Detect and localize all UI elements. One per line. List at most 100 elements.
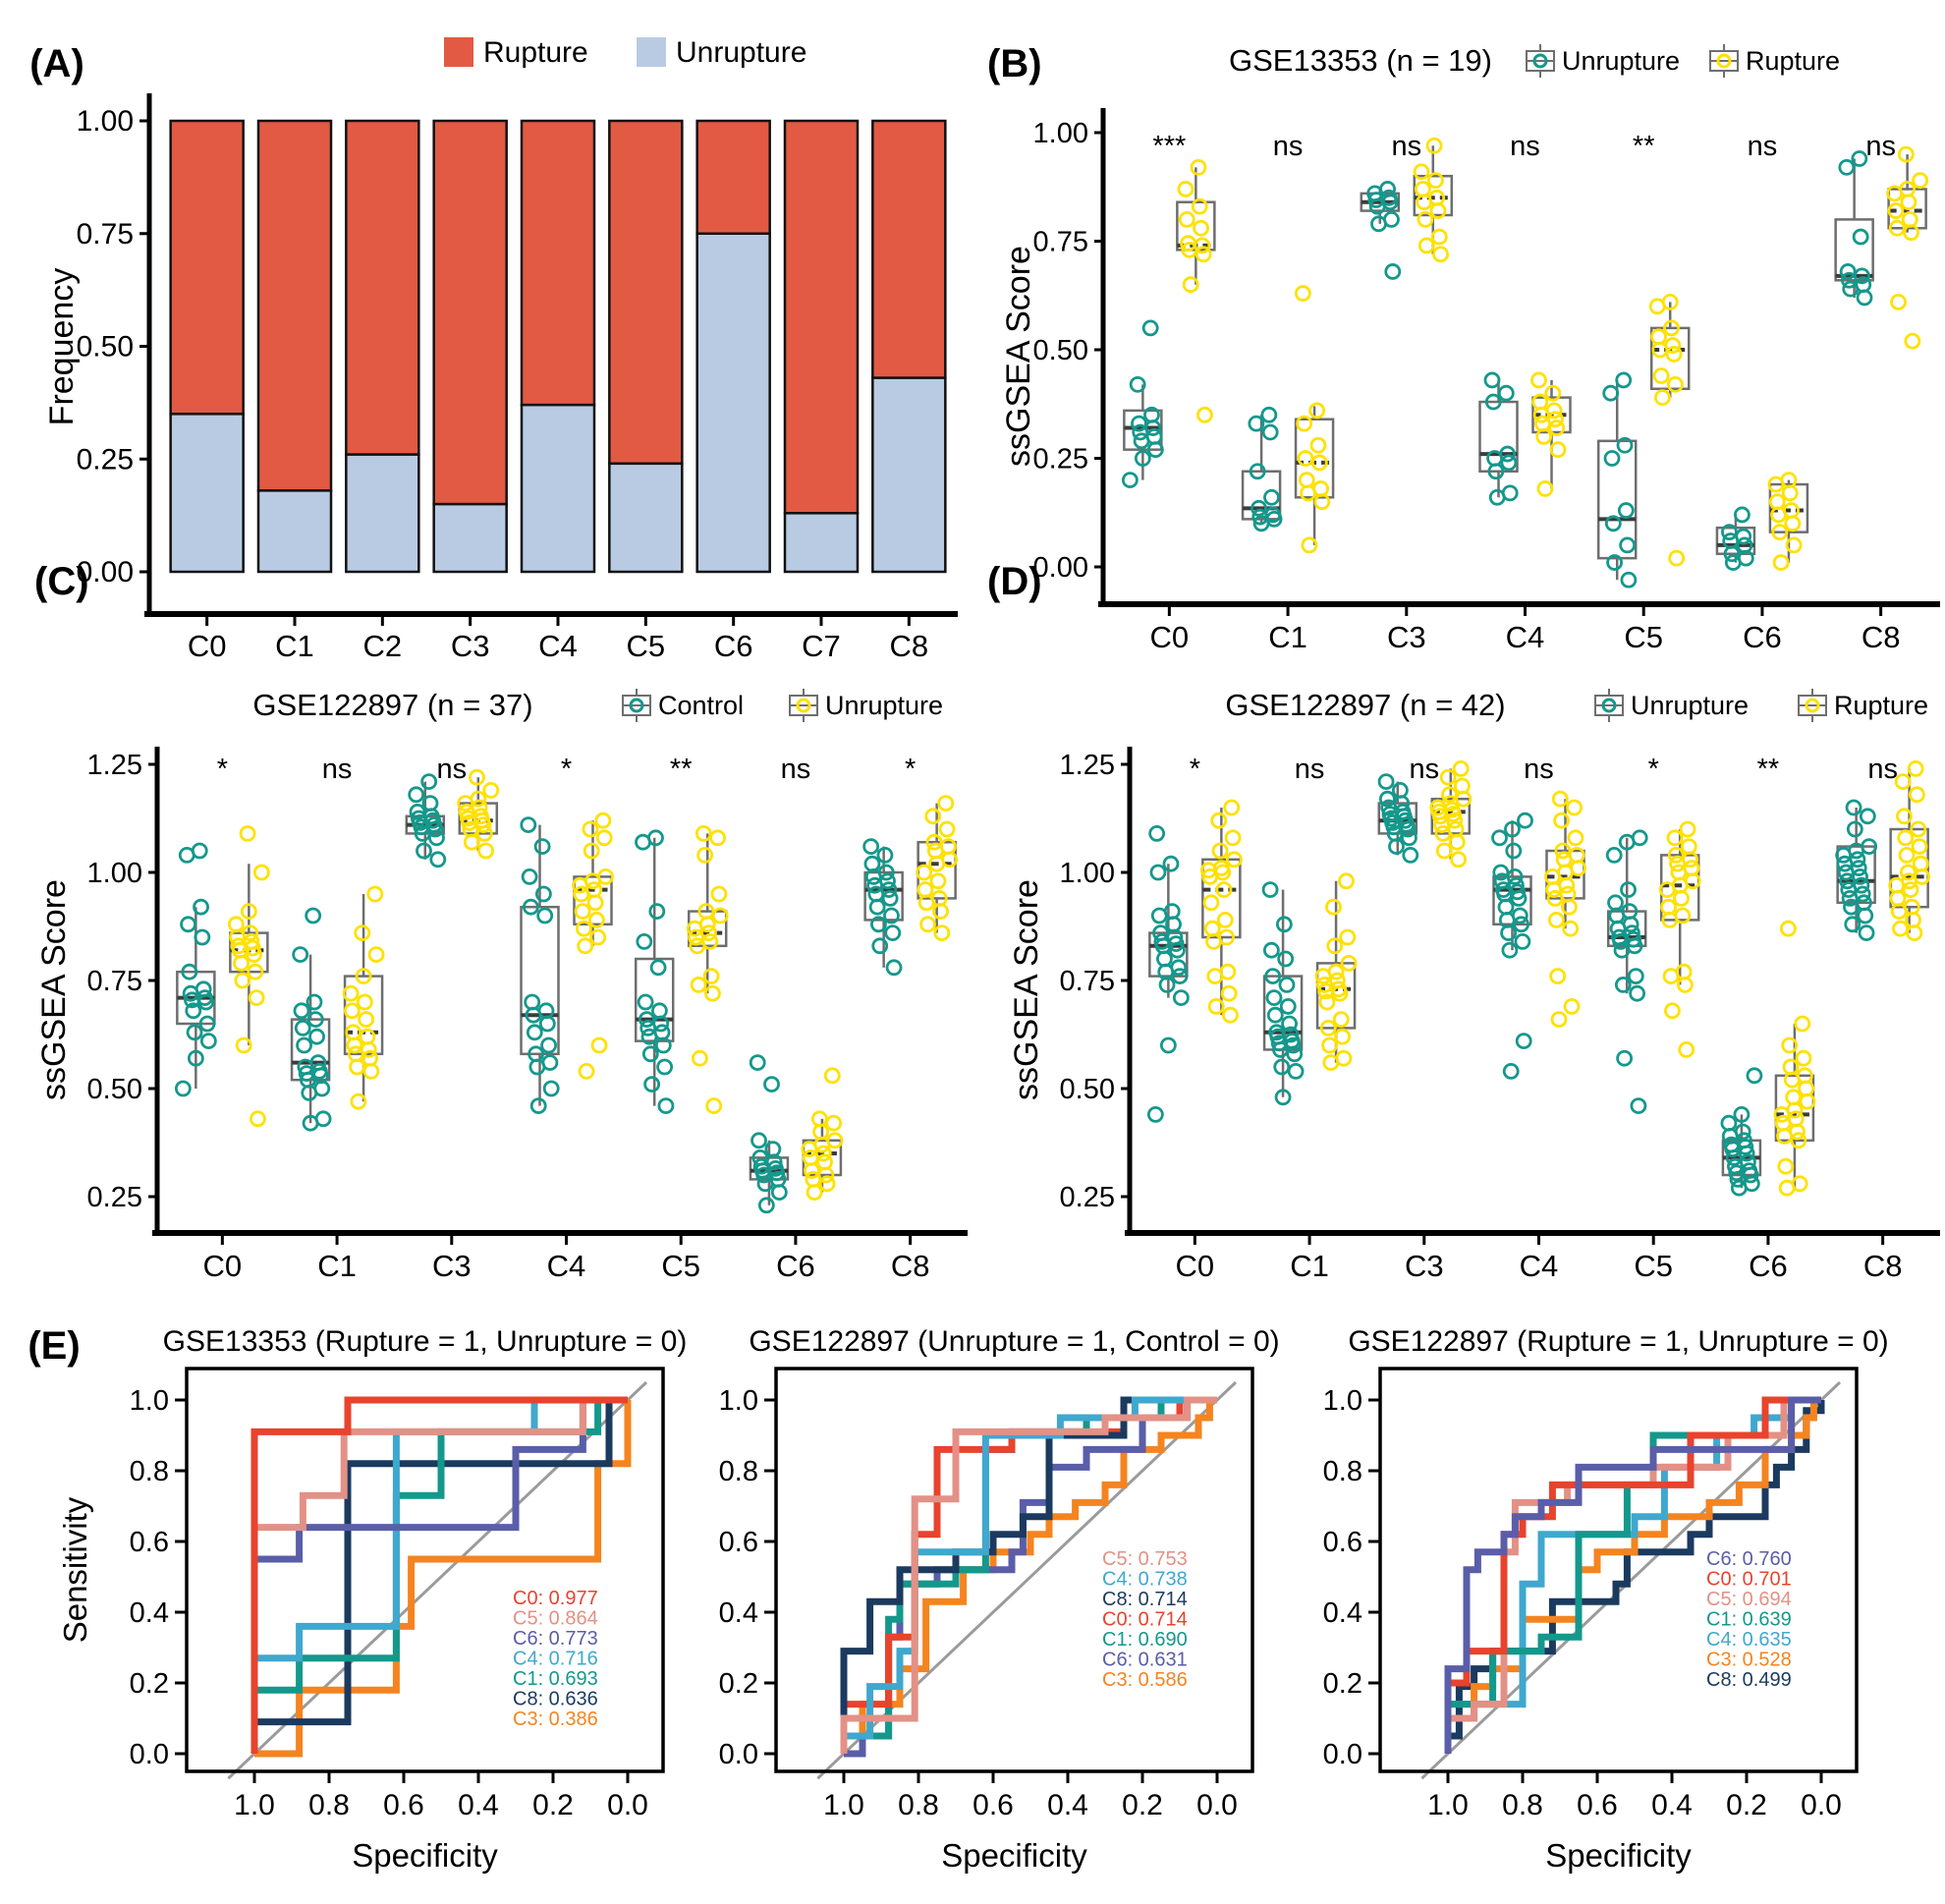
data-point — [1501, 941, 1519, 959]
panel-b-gse13353-boxplot: (B) GSE13353 (n = 19) Unrupture Rupture 1.00… — [972, 0, 1945, 678]
data-point — [1679, 820, 1696, 838]
data-point — [482, 781, 500, 799]
x-axis-title: Specificity — [941, 1837, 1087, 1874]
data-point — [252, 864, 270, 881]
data-point — [1497, 898, 1515, 916]
auc-legend-C8: C8: 0.714 — [1102, 1589, 1188, 1610]
data-point — [528, 1045, 544, 1063]
bar-unrupture-C2 — [345, 453, 420, 574]
data-point — [1721, 524, 1738, 541]
box-C4 — [1478, 400, 1519, 474]
data-point — [1785, 536, 1803, 554]
data-point — [1334, 1028, 1351, 1045]
panel-title: GSE122897 (n = 37) — [252, 688, 532, 722]
data-point — [1548, 420, 1566, 436]
data-point — [1677, 976, 1694, 993]
data-point — [1383, 210, 1400, 228]
auc-legend-C6: C6: 0.760 — [1706, 1548, 1792, 1570]
bar-unrupture-C7 — [783, 512, 860, 574]
data-point — [582, 820, 599, 838]
x-tick-label: C0 — [1176, 1249, 1215, 1283]
data-point — [1736, 1132, 1752, 1149]
significance-C0: * — [1190, 754, 1200, 785]
data-point — [1781, 484, 1799, 502]
data-point — [930, 889, 948, 907]
plot-frame — [185, 1367, 665, 1773]
data-point — [1666, 829, 1684, 847]
x-tick-label: 0.6 — [972, 1789, 1014, 1821]
data-point — [1417, 237, 1435, 254]
data-point — [757, 1197, 775, 1214]
data-point — [692, 1049, 708, 1067]
data-point — [1911, 838, 1928, 856]
data-point — [1326, 937, 1344, 955]
data-point — [696, 846, 714, 864]
data-point — [1265, 989, 1283, 1007]
data-point — [1660, 898, 1677, 916]
y-tick-label: 0.8 — [130, 1456, 169, 1487]
data-point — [823, 1067, 841, 1085]
data-point — [1274, 1089, 1292, 1106]
data-point — [1264, 506, 1282, 524]
roc-curve-C6 — [1444, 1396, 1821, 1754]
data-point — [1511, 907, 1528, 924]
data-point — [1162, 855, 1180, 872]
data-point — [538, 1015, 556, 1033]
y-tick-label: 0.2 — [719, 1668, 758, 1700]
data-point — [1550, 1011, 1568, 1029]
data-point — [1607, 894, 1624, 912]
x-tick-label: C8 — [890, 629, 929, 663]
data-point — [1844, 916, 1862, 933]
data-point — [1163, 903, 1181, 921]
data-point — [576, 920, 592, 937]
data-point — [1202, 894, 1220, 912]
data-point — [695, 824, 712, 842]
data-point — [1504, 820, 1521, 838]
data-point — [769, 1171, 787, 1188]
data-point — [1795, 1049, 1812, 1067]
x-tick-label: C1 — [317, 1249, 357, 1283]
x-tick-label: 0.8 — [898, 1789, 939, 1821]
legend-swatch-rupture — [444, 37, 473, 67]
data-point — [1446, 812, 1464, 829]
data-point — [1212, 860, 1230, 877]
data-point — [535, 885, 552, 903]
data-point — [521, 868, 538, 885]
data-point — [1249, 463, 1266, 480]
panel-e-label: (E) — [28, 1324, 80, 1368]
y-tick-label: 1.0 — [719, 1385, 758, 1417]
legend-label-unrupture: Unrupture — [1562, 46, 1680, 76]
data-point — [1193, 219, 1209, 237]
data-point — [583, 842, 600, 860]
data-point — [1892, 920, 1909, 937]
data-point — [1898, 846, 1916, 864]
data-point — [1439, 768, 1457, 786]
data-point — [198, 1015, 216, 1033]
data-point — [639, 1011, 655, 1029]
data-point — [1391, 781, 1409, 799]
data-point — [1505, 842, 1523, 860]
y-tick-label: 1.0 — [130, 1385, 169, 1417]
data-point — [933, 924, 951, 942]
x-tick-label: C1 — [1268, 620, 1307, 654]
box-C1 — [1241, 470, 1282, 521]
x-tick-label: C0 — [188, 629, 227, 663]
data-point — [814, 1145, 832, 1162]
data-point — [937, 795, 955, 812]
data-point — [1319, 1019, 1337, 1036]
data-point — [1663, 319, 1680, 337]
data-point — [199, 1033, 217, 1049]
data-point — [816, 1153, 833, 1171]
legend-glyph-point — [796, 698, 811, 713]
legend-label-unrupture: Unrupture — [825, 691, 943, 720]
data-point — [1191, 197, 1208, 215]
data-point — [1426, 172, 1444, 190]
y-tick-label: 0.50 — [1060, 1074, 1115, 1105]
auc-legend-C5: C5: 0.753 — [1102, 1548, 1188, 1570]
data-point — [1652, 367, 1670, 384]
data-point — [1325, 898, 1342, 916]
data-point — [1149, 864, 1167, 881]
data-point — [1740, 1153, 1756, 1171]
data-point — [1131, 415, 1147, 432]
data-point — [1146, 1106, 1164, 1123]
